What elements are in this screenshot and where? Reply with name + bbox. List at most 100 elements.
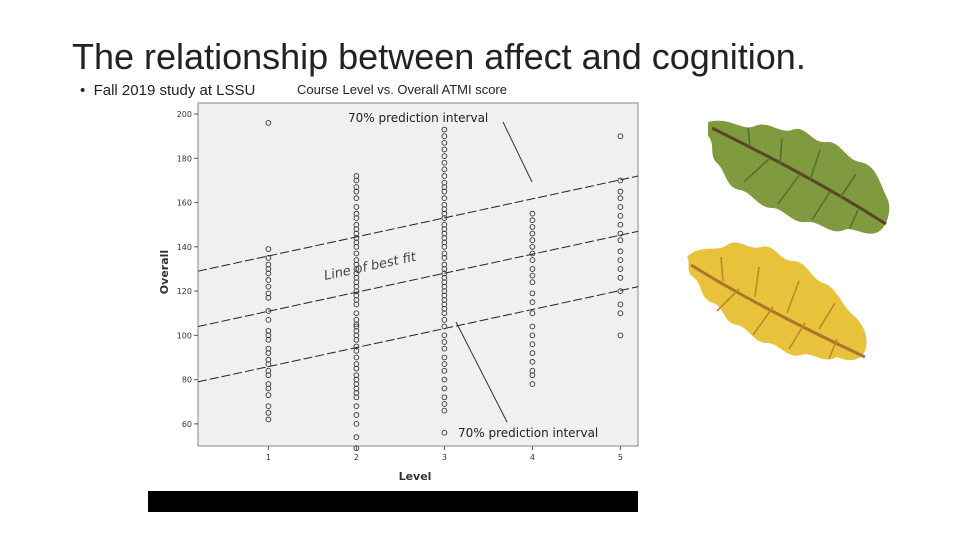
y-axis: 60 80 100 120 140 160 180 200	[177, 110, 198, 429]
y-tick-label: 80	[182, 376, 192, 385]
data-point	[441, 394, 448, 401]
data-point	[617, 237, 624, 244]
data-point	[617, 230, 624, 237]
y-tick-label: 200	[177, 110, 192, 119]
data-point	[441, 361, 448, 367]
data-point	[441, 188, 448, 195]
y-tick-label: 120	[177, 287, 192, 296]
data-point	[529, 266, 536, 272]
y-tick-label: 140	[177, 243, 192, 252]
data-point	[353, 250, 360, 257]
data-point	[617, 133, 624, 140]
data-points	[265, 120, 624, 452]
data-point	[265, 385, 272, 392]
data-point	[441, 317, 448, 323]
data-point	[617, 177, 624, 184]
y-axis-label: Overall	[158, 250, 171, 294]
bullet-dot: •	[80, 82, 94, 99]
data-point	[353, 321, 360, 328]
data-point	[617, 274, 624, 281]
data-point	[441, 385, 448, 392]
data-point	[353, 195, 360, 202]
data-point	[617, 221, 624, 228]
annotation-lower-interval: 70% prediction interval	[458, 426, 598, 440]
x-tick-label: 1	[266, 453, 271, 462]
y-tick-label: 60	[182, 420, 192, 429]
data-point	[529, 243, 536, 250]
data-point	[441, 332, 448, 339]
data-point	[441, 146, 448, 153]
data-point	[617, 266, 624, 272]
data-point	[617, 204, 624, 210]
data-point	[617, 195, 624, 202]
data-point	[353, 310, 360, 317]
data-point	[353, 394, 360, 401]
data-point	[529, 299, 536, 306]
data-point	[353, 347, 360, 354]
annotation-pointer-bottom	[455, 321, 508, 423]
data-point	[441, 339, 448, 345]
line-upper	[197, 175, 639, 272]
x-tick-label: 2	[354, 453, 359, 462]
chart-svg: 60 80 100 120 140 160 180 200 1 2 3 4 5 70% predict…	[158, 102, 639, 483]
data-point	[353, 188, 360, 195]
scatter-chart: 60 80 100 120 140 160 180 200 1 2 3 4 5 70% predict…	[150, 100, 640, 495]
data-point	[617, 188, 624, 195]
data-point	[441, 310, 448, 317]
data-point	[441, 376, 448, 383]
data-point	[441, 243, 448, 250]
data-point	[265, 277, 272, 283]
data-point	[529, 217, 536, 224]
data-point	[441, 159, 448, 166]
data-point	[529, 272, 536, 279]
data-point	[441, 126, 448, 133]
data-point	[265, 308, 272, 314]
data-point	[617, 248, 624, 255]
data-point	[617, 332, 624, 339]
data-point	[617, 310, 624, 317]
data-point	[265, 283, 272, 290]
data-point	[529, 230, 536, 237]
plot-area	[197, 102, 639, 447]
data-point	[353, 177, 360, 184]
line-fit	[197, 230, 639, 327]
x-tick-label: 3	[442, 453, 447, 462]
y-tick-label: 180	[177, 154, 192, 163]
data-point	[441, 153, 448, 159]
data-point	[265, 403, 272, 410]
data-point	[529, 257, 536, 263]
line-lower	[197, 286, 639, 383]
data-point	[265, 372, 272, 379]
data-point	[353, 434, 360, 440]
data-point	[441, 215, 448, 221]
data-point	[617, 257, 624, 263]
data-point	[353, 445, 360, 452]
data-point	[441, 345, 448, 352]
x-tick-label: 4	[530, 453, 535, 462]
data-point	[265, 120, 272, 126]
data-point	[265, 416, 272, 423]
y-tick-label: 160	[177, 199, 192, 208]
data-point	[529, 323, 536, 330]
data-point	[529, 279, 536, 286]
data-point	[529, 237, 536, 244]
data-point	[353, 301, 360, 308]
data-point	[617, 288, 624, 294]
data-point	[353, 354, 360, 361]
data-point	[617, 301, 624, 308]
data-point	[353, 336, 360, 343]
data-point	[441, 354, 448, 361]
data-point	[265, 317, 272, 323]
data-point	[529, 224, 536, 230]
data-point	[265, 294, 272, 301]
data-point	[529, 210, 536, 217]
data-point	[441, 166, 448, 173]
slide-title: The relationship between affect and cogn…	[72, 36, 806, 77]
data-point	[353, 412, 360, 418]
data-point	[529, 310, 536, 317]
data-point	[353, 403, 360, 410]
data-point	[265, 392, 272, 398]
data-point	[529, 381, 536, 387]
data-point	[529, 250, 536, 257]
data-point	[529, 359, 536, 365]
